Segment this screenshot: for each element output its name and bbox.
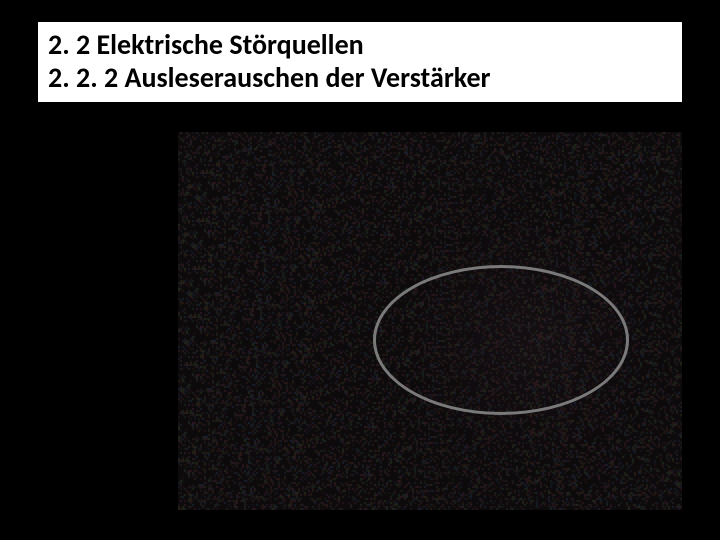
title-block: 2. 2 Elektrische Störquellen 2. 2. 2 Aus… [38,22,682,102]
example-label: Beispiel [38,132,146,152]
title-line-2: 2. 2. 2 Ausleserauschen der Verstärker [48,61,672,94]
ellipse-annotation [373,265,629,415]
spec-list: EOS 350Da (2005) 1/4000 s ISO 800 25.03.… [38,200,146,295]
title-line-1: 2. 2 Elektrische Störquellen [48,28,672,61]
spec-temp: ca. 8°C [38,276,146,295]
spec-iso: ISO 800 [38,238,146,257]
info-block: Beispiel Bias-Aufnahme EOS 350Da (2005) … [38,132,146,295]
bias-frame-image [178,132,682,510]
example-sub: Bias-Aufnahme [38,152,146,172]
spec-camera: EOS 350Da (2005) [38,200,146,219]
spec-exposure: 1/4000 s [38,219,146,238]
spec-date: 25.03.2012 [38,257,146,276]
slide-root: 2. 2 Elektrische Störquellen 2. 2. 2 Aus… [0,0,720,540]
